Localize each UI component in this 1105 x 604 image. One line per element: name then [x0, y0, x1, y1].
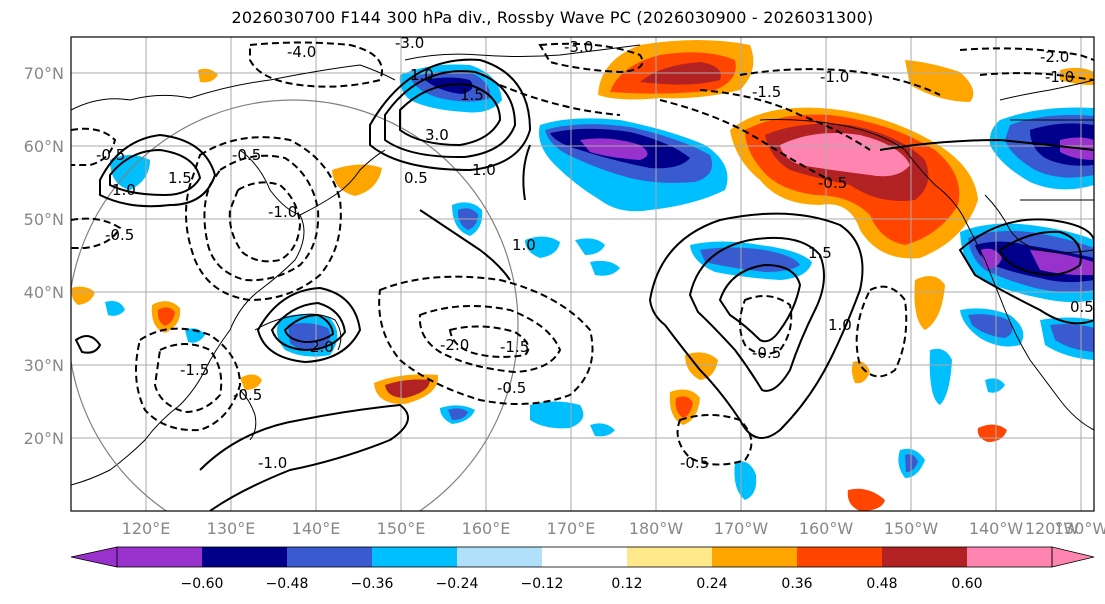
- colorbar-swatch: [372, 547, 457, 567]
- colorbar-tick-label: −0.24: [436, 576, 479, 592]
- contour-label: -4.0: [287, 43, 316, 61]
- colorbar: −0.60 −0.48 −0.36 −0.24 −0.12 0.12 0.24 …: [71, 547, 1094, 592]
- lat-label: 40°N: [24, 283, 64, 302]
- contour-label: 1.0: [112, 181, 136, 199]
- lon-label: 170°E: [547, 519, 596, 538]
- colorbar-swatch: [457, 547, 542, 567]
- lon-label: 140°W: [969, 519, 1024, 538]
- colorbar-swatch: [797, 547, 882, 567]
- contour-label: -0.5: [752, 344, 781, 362]
- lon-label: 150°W: [884, 519, 939, 538]
- contour-label: 1.5: [460, 86, 484, 104]
- contour-label: -0.5: [818, 174, 847, 192]
- colorbar-swatch: [542, 547, 627, 567]
- contour-label: 1.0: [410, 66, 434, 84]
- colorbar-swatch: [287, 547, 372, 567]
- contour-label: -1.0: [820, 68, 849, 86]
- contour-label: -1.5: [180, 361, 209, 379]
- lon-label: 130°E: [207, 519, 256, 538]
- lon-label: 160°E: [462, 519, 511, 538]
- colorbar-tick-label: 0.36: [781, 576, 812, 592]
- contour-label: 0.5: [404, 169, 428, 187]
- contour-label: 0.5: [1070, 298, 1094, 316]
- colorbar-tick-label: −0.36: [351, 576, 394, 592]
- latitude-labels: 70°N 60°N 50°N 40°N 30°N 20°N: [24, 64, 64, 448]
- lon-label: 150°E: [377, 519, 426, 538]
- colorbar-tick-label: 0.24: [696, 576, 727, 592]
- lat-label: 70°N: [24, 64, 64, 83]
- colorbar-tick-label: 0.48: [866, 576, 897, 592]
- contour-label: -1.0: [258, 454, 287, 472]
- colorbar-swatch: [117, 547, 202, 567]
- colorbar-tick-label: 0.12: [611, 576, 642, 592]
- contour-label: 3.0: [425, 126, 449, 144]
- contour-label: -0.5: [105, 226, 134, 244]
- contour-label: -2.0: [1040, 48, 1069, 66]
- contour-label: 1.0: [472, 161, 496, 179]
- contour-label: 1.5: [168, 169, 192, 187]
- contour-label: -3.0: [564, 38, 593, 56]
- contour-label: -2.0: [440, 336, 469, 354]
- longitude-labels: 120°E 130°E 140°E 150°E 160°E 170°E 180°…: [122, 519, 1105, 538]
- contour-label: 1.0: [512, 236, 536, 254]
- lon-label: 120°E: [122, 519, 171, 538]
- colorbar-swatch: [712, 547, 797, 567]
- colorbar-tick-label: −0.60: [181, 576, 224, 592]
- lon-label: 120°W: [1025, 519, 1080, 538]
- lon-label: 140°E: [292, 519, 341, 538]
- contour-label: -0.5: [680, 454, 709, 472]
- contour-label: -1.0: [268, 203, 297, 221]
- contour-label: -1.0: [1045, 68, 1074, 86]
- lon-label: 170°W: [714, 519, 769, 538]
- contour-label: -0.5: [233, 386, 262, 404]
- colorbar-swatch: [882, 547, 967, 567]
- contour-label: -0.5: [497, 379, 526, 397]
- colorbar-tick-label: 0.60: [951, 576, 982, 592]
- map-panel: [71, 37, 1094, 511]
- colorbar-tick-label: −0.12: [521, 576, 564, 592]
- contour-label: 1.5: [808, 244, 832, 262]
- colorbar-swatch: [967, 547, 1052, 567]
- colorbar-tick-label: −0.48: [266, 576, 309, 592]
- contour-label: -0.5: [96, 146, 125, 164]
- contour-label: 1.0: [828, 316, 852, 334]
- lon-label: 160°W: [799, 519, 854, 538]
- contour-label: -1.5: [500, 338, 529, 356]
- contour-label: -0.5: [232, 146, 261, 164]
- lat-label: 30°N: [24, 356, 64, 375]
- lon-label: 180°W: [629, 519, 684, 538]
- contour-label: -1.5: [752, 83, 781, 101]
- colorbar-min-extend: [71, 547, 117, 567]
- contour-label: 2.0: [310, 338, 334, 356]
- colorbar-swatch: [202, 547, 287, 567]
- lat-label: 50°N: [24, 210, 64, 229]
- lat-label: 60°N: [24, 137, 64, 156]
- lat-label: 20°N: [24, 429, 64, 448]
- colorbar-max-extend: [1052, 547, 1094, 567]
- colorbar-swatch: [627, 547, 712, 567]
